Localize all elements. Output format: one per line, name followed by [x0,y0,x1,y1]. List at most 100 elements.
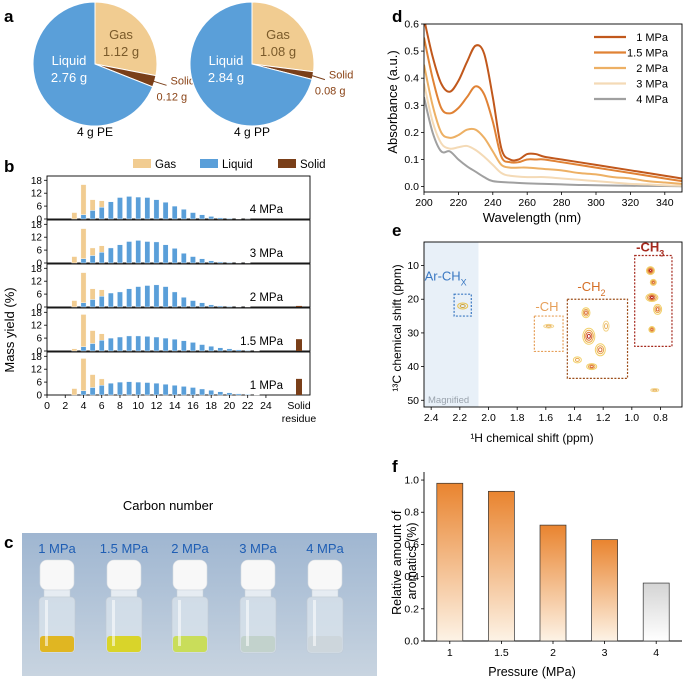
vial-neck [44,590,70,597]
vial-cap [308,560,342,590]
bar-liquid [209,390,214,395]
bar-gas [81,229,86,259]
bar-liquid [190,213,195,219]
nmr-contour [653,389,657,391]
bar-liquid [108,248,113,263]
bar-gas [72,257,77,263]
pie-label-solid: Solid [329,70,353,82]
bar-liquid [190,301,195,307]
bar-liquid [227,218,232,219]
e-ytick-label: 10 [407,260,419,272]
bar-liquid [154,383,159,395]
panel-letter-a: a [4,7,14,26]
bar-gas [90,289,95,300]
pie-label-gas: Gas [109,27,133,42]
bar-liquid [108,293,113,307]
bar-liquid [245,350,250,351]
d-legend-label: 1 MPa [636,32,669,44]
pie-value-liquid: 2.84 g [208,70,244,85]
b-xtick-label: 22 [242,400,254,412]
f-bar [592,540,618,641]
nmr-contour [597,346,604,354]
bar-liquid [154,242,159,263]
bar-liquid [117,198,122,220]
solid-residue-label: Solid [287,400,311,412]
pie-value-liquid: 2.76 g [51,70,87,85]
nmr-contour [599,348,602,352]
bar-liquid [209,346,214,351]
d-xtick-label: 340 [656,197,674,209]
b-ytick-label: 6 [36,290,42,301]
bar-liquid [227,349,232,351]
b-xtick-label: 14 [169,400,181,412]
d-legend-label: 1.5 MPa [627,48,669,60]
d-xtick-label: 280 [553,197,571,209]
legend-swatch-solid [278,159,296,168]
e-xtick-label: 1.6 [539,412,554,424]
vial-glare [112,600,115,646]
legend-label-liquid: Liquid [222,159,253,171]
bar-solid [296,339,302,351]
pie-value-solid: 0.08 g [315,86,346,98]
nmr-contour [655,306,660,313]
bar-liquid [117,292,122,307]
nmr-contour [575,358,579,361]
nmr-contour [603,321,609,331]
b-ytick-label: 6 [36,246,42,257]
f-ytick-label: 0.8 [404,507,419,519]
b-subplot-label: 2 MPa [250,292,284,304]
d-ylabel: Absorbance (a.u.) [385,50,400,153]
bar-gas [90,331,95,344]
nmr-contour [649,270,651,272]
e-xtick-label: 2.0 [481,412,496,424]
bar-liquid [99,252,104,263]
bar-liquid [117,245,122,263]
vial-neck [312,590,338,597]
b-ytick-label: 6 [36,378,42,389]
bar-liquid [126,196,131,219]
bar-liquid [163,245,168,263]
panel-letter-e: e [392,221,401,240]
bar-liquid [199,303,204,307]
b-subplot-label: 3 MPa [250,248,284,260]
bar-liquid [99,207,104,219]
e-xtick-label: 0.8 [653,412,668,424]
b-ytick-label: 6 [36,334,42,345]
bar-liquid [81,259,86,263]
f-xlabel: Pressure (MPa) [488,665,576,679]
bar-gas [72,213,77,219]
bar-liquid [81,347,86,351]
bar-liquid [108,338,113,351]
vial-glare [313,600,316,646]
bar-liquid [172,206,177,219]
vial-cap [107,560,141,590]
b-ytick-label: 18 [31,352,43,363]
bar-liquid [227,393,232,395]
bar-gas [72,301,77,307]
b-ytick-label: 18 [31,264,43,275]
bar-gas [99,246,104,252]
legend-swatch-gas [133,159,151,168]
pie-title-pp: 4 g PP [234,125,270,139]
d-legend-label: 4 MPa [636,94,669,106]
vial-neck [177,590,203,597]
bar-liquid [181,297,186,307]
bar-liquid [117,337,122,351]
bar-liquid [218,306,223,307]
bar-liquid [172,292,177,307]
bar-liquid [136,382,141,395]
bar-gas [99,290,104,296]
bar-gas [81,358,86,390]
f-ytick-label: 1.0 [404,475,419,487]
bar-liquid [126,336,131,351]
bar-liquid [136,287,141,307]
bar-liquid [90,255,95,263]
